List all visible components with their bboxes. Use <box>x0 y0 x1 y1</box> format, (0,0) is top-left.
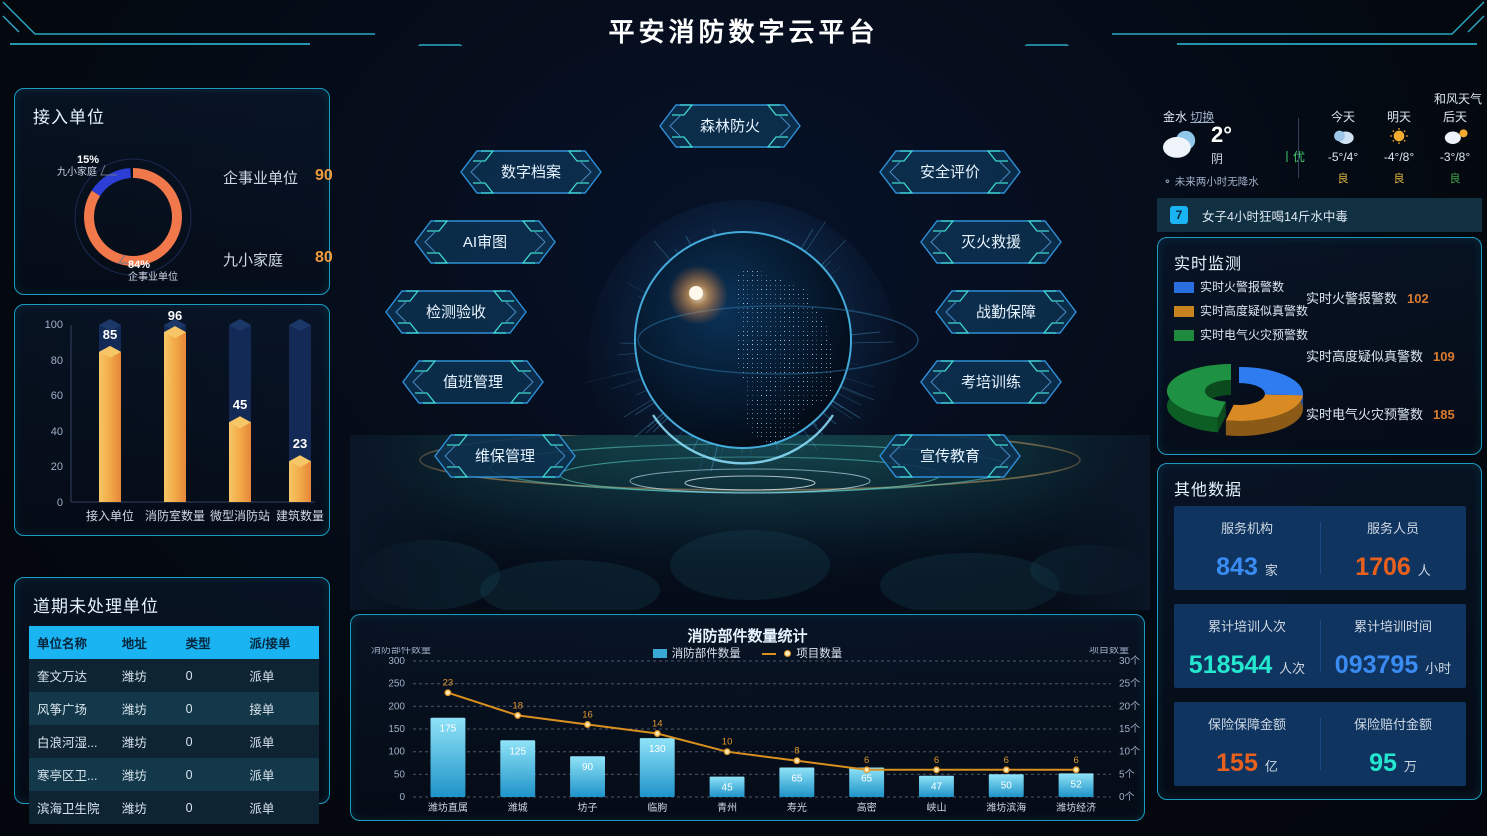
svg-text:0: 0 <box>57 497 63 509</box>
svg-text:10个: 10个 <box>1119 746 1140 758</box>
svg-text:AI审图: AI审图 <box>463 234 507 251</box>
svg-text:6: 6 <box>1004 755 1009 766</box>
svg-text:90: 90 <box>582 762 594 773</box>
svg-text:潍坊滨海: 潍坊滨海 <box>986 801 1026 814</box>
svg-text:65: 65 <box>861 774 873 785</box>
svg-text:20个: 20个 <box>1119 700 1140 712</box>
svg-text:潍城: 潍城 <box>508 802 528 814</box>
svg-text:潍坊直属: 潍坊直属 <box>428 801 468 814</box>
svg-text:考培训练: 考培训练 <box>961 374 1021 391</box>
svg-text:25个: 25个 <box>1119 678 1140 690</box>
svg-text:175: 175 <box>440 724 457 735</box>
svg-text:5个: 5个 <box>1119 768 1135 780</box>
svg-text:23: 23 <box>443 678 454 689</box>
svg-text:数字档案: 数字档案 <box>501 163 561 181</box>
svg-text:16: 16 <box>582 710 593 721</box>
svg-text:14: 14 <box>652 719 663 730</box>
svg-text:寿光: 寿光 <box>787 801 807 814</box>
svg-text:80: 80 <box>51 355 63 367</box>
svg-text:宣传教育: 宣传教育 <box>920 448 980 465</box>
svg-text:23: 23 <box>293 436 307 451</box>
svg-text:65: 65 <box>791 774 803 785</box>
svg-text:6: 6 <box>864 755 869 766</box>
svg-text:项目数量: 项目数量 <box>1089 647 1129 656</box>
svg-text:高密: 高密 <box>857 801 877 814</box>
svg-text:100: 100 <box>388 747 405 758</box>
svg-text:15%: 15% <box>77 154 99 166</box>
svg-text:84%: 84% <box>128 259 150 271</box>
svg-text:85: 85 <box>103 327 117 342</box>
svg-text:企事业单位: 企事业单位 <box>128 270 178 283</box>
svg-text:峡山: 峡山 <box>927 801 947 814</box>
svg-text:45: 45 <box>233 397 247 412</box>
svg-text:维保管理: 维保管理 <box>475 448 535 465</box>
svg-text:125: 125 <box>509 746 526 757</box>
svg-text:150: 150 <box>388 724 405 735</box>
svg-text:接入单位: 接入单位 <box>86 508 134 523</box>
svg-text:消防室数量: 消防室数量 <box>145 508 205 523</box>
svg-text:18: 18 <box>512 700 523 711</box>
svg-text:检测验收: 检测验收 <box>426 304 486 321</box>
svg-text:52: 52 <box>1071 779 1083 790</box>
svg-text:45: 45 <box>722 783 734 794</box>
svg-text:47: 47 <box>931 782 943 793</box>
svg-text:临朐: 临朐 <box>647 801 667 814</box>
svg-text:坊子: 坊子 <box>578 801 598 814</box>
svg-text:130: 130 <box>649 744 666 755</box>
svg-text:九小家庭: 九小家庭 <box>57 165 97 178</box>
svg-text:20: 20 <box>51 461 63 473</box>
svg-text:50: 50 <box>1001 780 1013 791</box>
svg-text:0个: 0个 <box>1119 791 1135 803</box>
svg-text:青州: 青州 <box>717 801 737 814</box>
svg-text:10: 10 <box>722 737 733 748</box>
svg-text:6: 6 <box>1073 755 1078 766</box>
svg-text:战勤保障: 战勤保障 <box>976 303 1036 321</box>
svg-text:250: 250 <box>388 679 405 690</box>
svg-text:微型消防站: 微型消防站 <box>210 508 270 523</box>
svg-text:60: 60 <box>51 390 63 402</box>
svg-text:消防部件数量: 消防部件数量 <box>371 647 431 656</box>
svg-text:值班管理: 值班管理 <box>443 374 503 391</box>
svg-text:潍坊经济: 潍坊经济 <box>1056 801 1096 814</box>
svg-text:96: 96 <box>168 308 182 323</box>
svg-text:8: 8 <box>794 746 799 757</box>
svg-text:0: 0 <box>399 792 405 803</box>
svg-text:安全评价: 安全评价 <box>920 163 980 181</box>
svg-text:15个: 15个 <box>1119 723 1140 735</box>
svg-text:50: 50 <box>394 769 406 780</box>
svg-text:森林防火: 森林防火 <box>700 118 760 135</box>
svg-text:40: 40 <box>51 426 63 438</box>
svg-text:300: 300 <box>388 656 405 667</box>
svg-text:30个: 30个 <box>1119 655 1140 667</box>
svg-text:建筑数量: 建筑数量 <box>276 508 324 523</box>
svg-text:200: 200 <box>388 701 405 712</box>
svg-text:100: 100 <box>45 319 63 331</box>
svg-text:灭火救援: 灭火救援 <box>961 234 1021 251</box>
svg-text:6: 6 <box>934 755 939 766</box>
